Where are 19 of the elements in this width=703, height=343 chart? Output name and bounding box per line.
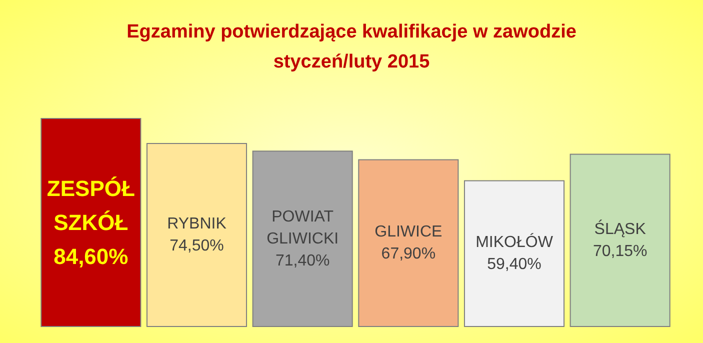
x-tick-label: ŚLĄSK [594, 218, 646, 238]
bar [358, 159, 459, 327]
bar [252, 150, 353, 327]
x-tick-label: MIKOŁÓW [476, 233, 554, 252]
x-tick-label: POWIAT GLIWICKI [266, 208, 339, 248]
data-label: 74,50% [170, 237, 224, 254]
bar [464, 180, 565, 327]
data-label: 67,90% [381, 246, 436, 263]
data-label: 59,40% [487, 256, 542, 274]
x-tick-label: RYBNIK [167, 215, 227, 232]
data-label: 70,15% [592, 242, 648, 260]
data-label: 71,40% [275, 252, 330, 270]
data-label: 84,60% [54, 244, 128, 270]
x-tick-label: GLIWICE [374, 224, 442, 241]
bar [146, 142, 248, 327]
bar [40, 118, 142, 327]
chart-title: Egzaminy potwierdzające kwalifikacje w zawodzie styczeń/luty 2015 [126, 22, 576, 72]
x-tick-label: ZESPÓŁ SZKÓŁ [46, 176, 135, 236]
bar [570, 154, 670, 327]
